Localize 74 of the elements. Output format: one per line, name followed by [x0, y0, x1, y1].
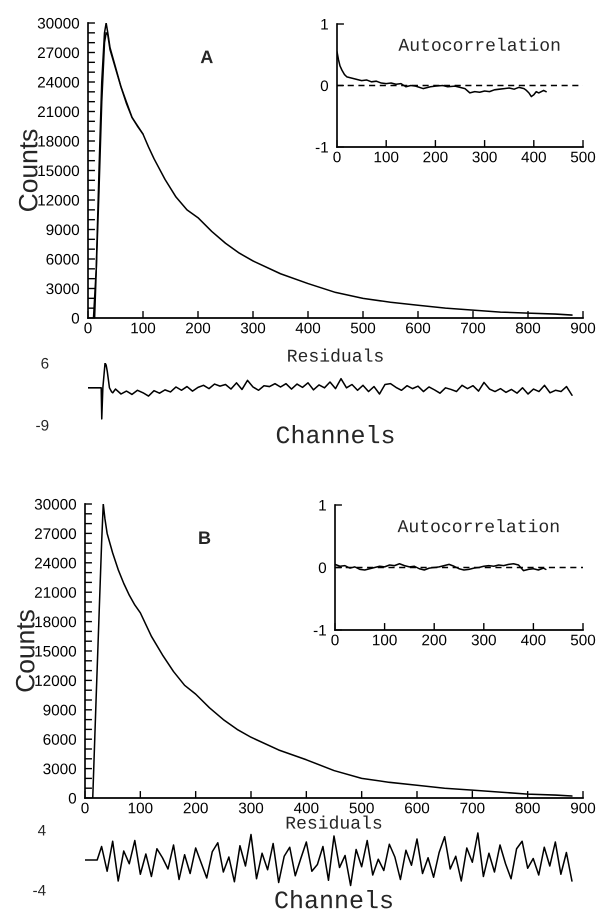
y-tick-label: 1 — [319, 500, 326, 511]
y-tick-label: 24000 — [38, 76, 80, 88]
y-tick-label: 6 — [41, 358, 48, 369]
x-tick-label: 100 — [373, 634, 397, 646]
y-tick-label: -9 — [36, 420, 48, 431]
annotation: B — [199, 532, 210, 544]
x-tick-label: 0 — [84, 322, 92, 334]
x-tick-label: 600 — [406, 322, 430, 334]
y-tick-label: 18000 — [35, 616, 76, 628]
y-tick-label: 0 — [318, 562, 326, 574]
y-tick-label: 27000 — [38, 47, 80, 58]
x-tick-label: 200 — [422, 634, 446, 646]
y-tick-label: 21000 — [34, 587, 76, 598]
y-tick-label: 0 — [72, 312, 80, 324]
x-tick-label: 300 — [238, 802, 264, 814]
y-tick-label: 3000 — [43, 763, 76, 774]
x-tick-label: 300 — [472, 634, 496, 646]
x-tick-label: 500 — [570, 152, 596, 162]
x-tick-label: 100 — [374, 152, 398, 162]
x-tick-label: 700 — [460, 802, 484, 814]
y-tick-label: 3000 — [46, 283, 80, 294]
x-tick-label: 200 — [184, 802, 208, 814]
y-tick-label: 21000 — [38, 106, 80, 118]
y-tick-label: 4 — [38, 825, 46, 836]
y-tick-label: 15000 — [38, 165, 80, 176]
x-tick-label: 0 — [333, 152, 341, 162]
x-tick-label: 100 — [131, 322, 156, 334]
x-tick-label: 500 — [570, 634, 596, 646]
y-tick-label: 6000 — [43, 734, 76, 745]
y-tick-label: 9000 — [43, 704, 76, 716]
x-axis-title: Channels — [276, 425, 394, 444]
x-tick-label: 400 — [296, 322, 320, 334]
y-tick-label: 0 — [68, 792, 76, 804]
x-tick-label: 700 — [461, 322, 486, 334]
y-tick-label: 30000 — [34, 498, 76, 510]
x-tick-label: 300 — [240, 322, 266, 334]
text: Autocorrelation — [398, 38, 560, 51]
y-axis-title: Counts — [18, 130, 38, 211]
x-tick-label: 200 — [423, 152, 448, 162]
y-tick-label: 1 — [321, 19, 328, 30]
x-tick-label: 0 — [331, 634, 339, 646]
chart-title: Residuals — [286, 816, 382, 829]
annotation: A — [200, 50, 213, 64]
y-tick-label: 15000 — [35, 646, 76, 657]
x-tick-label: 500 — [350, 802, 374, 814]
chart-title: Residuals — [288, 348, 383, 362]
y-tick-label: 12000 — [38, 194, 80, 206]
x-axis-title: Channels — [275, 890, 392, 908]
x-tick-label: 900 — [570, 802, 596, 814]
y-tick-label: 0 — [320, 80, 328, 92]
x-tick-label: 600 — [405, 802, 430, 814]
y-tick-label: 12000 — [35, 675, 76, 686]
x-tick-label: 400 — [294, 802, 318, 814]
x-tick-label: 0 — [81, 802, 89, 814]
y-tick-label: -1 — [316, 142, 328, 153]
y-tick-label: -1 — [314, 625, 326, 636]
y-tick-label: 18000 — [38, 136, 80, 147]
y-tick-label: 6000 — [46, 254, 80, 265]
text: Autocorrelation — [398, 519, 559, 532]
y-axis-title: Counts — [16, 610, 35, 692]
x-tick-label: 800 — [516, 802, 540, 814]
y-tick-label: -4 — [33, 885, 46, 896]
x-tick-label: 100 — [128, 802, 152, 814]
y-tick-label: 24000 — [34, 558, 76, 568]
x-tick-label: 800 — [516, 322, 540, 334]
y-tick-label: 30000 — [38, 18, 80, 29]
y-tick-label: 9000 — [46, 224, 80, 236]
y-tick-label: 27000 — [34, 528, 76, 540]
x-tick-label: 200 — [186, 322, 210, 334]
x-tick-label: 500 — [350, 322, 376, 334]
x-tick-label: 900 — [570, 322, 596, 334]
x-tick-label: 400 — [521, 634, 546, 646]
x-tick-label: 300 — [472, 152, 497, 162]
x-tick-label: 400 — [521, 152, 546, 162]
